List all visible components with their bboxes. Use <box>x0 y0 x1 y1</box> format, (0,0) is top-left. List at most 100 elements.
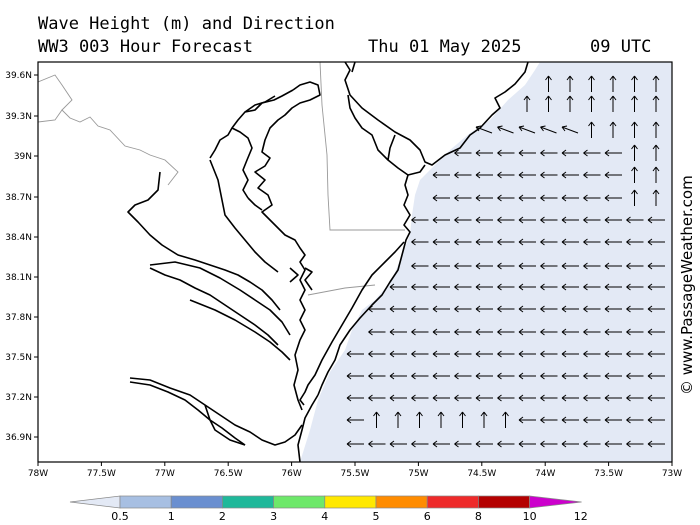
wave-arrow <box>540 440 558 448</box>
wave-arrow <box>631 121 638 138</box>
wave-arrow <box>368 350 386 358</box>
latitude-axis: 39.6N 39.3N 39N 38.7N 38.4N 38.1N 37.8N 37.5N 37… <box>5 71 38 443</box>
wave-arrow <box>475 194 493 202</box>
wave-arrow <box>432 350 450 358</box>
wave-arrow <box>561 238 579 246</box>
wave-arrow <box>373 411 380 428</box>
wave-arrow <box>540 416 558 424</box>
wave-height-colorbar: 0.5 1 2 3 4 5 6 8 10 12 <box>69 495 588 523</box>
wave-arrow <box>647 350 665 358</box>
wave-arrow <box>497 305 515 313</box>
wave-arrow <box>497 328 515 336</box>
wave-arrow <box>389 372 407 380</box>
wave-arrow <box>604 328 622 336</box>
wave-arrow <box>604 262 622 270</box>
wave-arrow <box>652 95 660 112</box>
wave-arrow <box>523 95 531 112</box>
wave-arrow <box>540 149 558 157</box>
lon-label: 75.5W <box>341 469 370 479</box>
wave-arrow <box>389 283 407 291</box>
wave-arrow <box>411 305 429 313</box>
wave-arrow <box>626 305 644 313</box>
wave-arrow <box>604 440 622 448</box>
wave-arrow <box>631 166 638 183</box>
wave-arrow <box>604 238 622 246</box>
wave-arrow <box>346 416 364 424</box>
wave-arrow <box>454 171 472 179</box>
wave-arrow <box>475 394 493 402</box>
coastline <box>127 62 529 462</box>
lat-label: 39N <box>14 152 32 162</box>
wave-arrow <box>626 283 644 291</box>
wave-arrow <box>454 238 472 246</box>
wave-arrow <box>647 283 665 291</box>
wave-arrow <box>432 262 450 270</box>
wave-arrow <box>411 372 429 380</box>
wave-arrow <box>432 328 450 336</box>
wave-arrow <box>475 305 493 313</box>
wave-arrow <box>561 262 579 270</box>
wave-arrow <box>411 238 429 246</box>
wave-arrow <box>432 305 450 313</box>
wave-arrow <box>631 95 638 112</box>
wave-arrow <box>518 416 536 424</box>
wave-arrow <box>566 75 574 92</box>
colorbar-segment <box>324 495 377 509</box>
wave-arrow <box>631 189 638 206</box>
wave-arrow <box>609 75 617 92</box>
wave-arrow <box>518 149 536 157</box>
wave-arrow <box>540 216 558 224</box>
colorbar-segment <box>222 495 274 509</box>
wave-arrow <box>561 283 579 291</box>
wave-arrow <box>609 121 617 138</box>
wave-arrow <box>583 238 601 246</box>
wave-arrow <box>502 411 509 428</box>
wave-arrow <box>459 411 466 428</box>
wave-arrow <box>588 121 595 138</box>
lat-label: 38.7N <box>5 193 32 203</box>
wave-arrow <box>497 262 515 270</box>
wave-arrow <box>346 372 364 380</box>
wave-arrow <box>475 283 493 291</box>
wave-arrow <box>454 262 472 270</box>
colorbar-label: 2 <box>219 510 226 523</box>
wave-arrow <box>652 121 660 138</box>
wave-arrow <box>497 372 515 380</box>
wave-arrow <box>583 394 601 402</box>
chart-subtitle: WW3 003 Hour Forecast <box>38 37 253 57</box>
wave-arrow <box>583 171 601 179</box>
wave-arrow <box>432 283 450 291</box>
wave-arrow <box>475 372 493 380</box>
wave-arrow <box>497 149 515 157</box>
wave-arrow <box>647 262 665 270</box>
wave-arrow <box>394 411 402 428</box>
wave-arrow <box>540 305 558 313</box>
wave-arrow <box>540 262 558 270</box>
wave-arrow <box>561 194 579 202</box>
wave-arrow <box>411 216 429 224</box>
colorbar-label: 6 <box>424 510 431 523</box>
colorbar-label: 5 <box>373 510 380 523</box>
wave-arrow <box>368 372 386 380</box>
wave-arrow <box>518 238 536 246</box>
lat-label: 39.6N <box>5 71 32 81</box>
lon-label: 73W <box>662 469 682 479</box>
wave-arrow <box>647 416 665 424</box>
wave-arrow <box>604 350 622 358</box>
wave-arrow <box>604 171 622 179</box>
wave-arrow <box>411 262 429 270</box>
wave-arrow <box>604 372 622 380</box>
wave-arrow <box>583 440 601 448</box>
colorbar-label: 0.5 <box>111 510 129 523</box>
wave-arrow <box>540 372 558 380</box>
wave-height-area <box>300 62 672 462</box>
wave-arrow <box>368 328 386 336</box>
wave-arrow <box>475 328 493 336</box>
wave-arrow <box>652 189 660 206</box>
wave-arrow <box>432 440 450 448</box>
wave-arrow <box>583 372 601 380</box>
wave-arrow <box>652 75 660 92</box>
forecast-date: Thu 01 May 2025 <box>368 37 522 57</box>
wave-arrow <box>647 216 665 224</box>
lon-label: 76.5W <box>214 469 243 479</box>
